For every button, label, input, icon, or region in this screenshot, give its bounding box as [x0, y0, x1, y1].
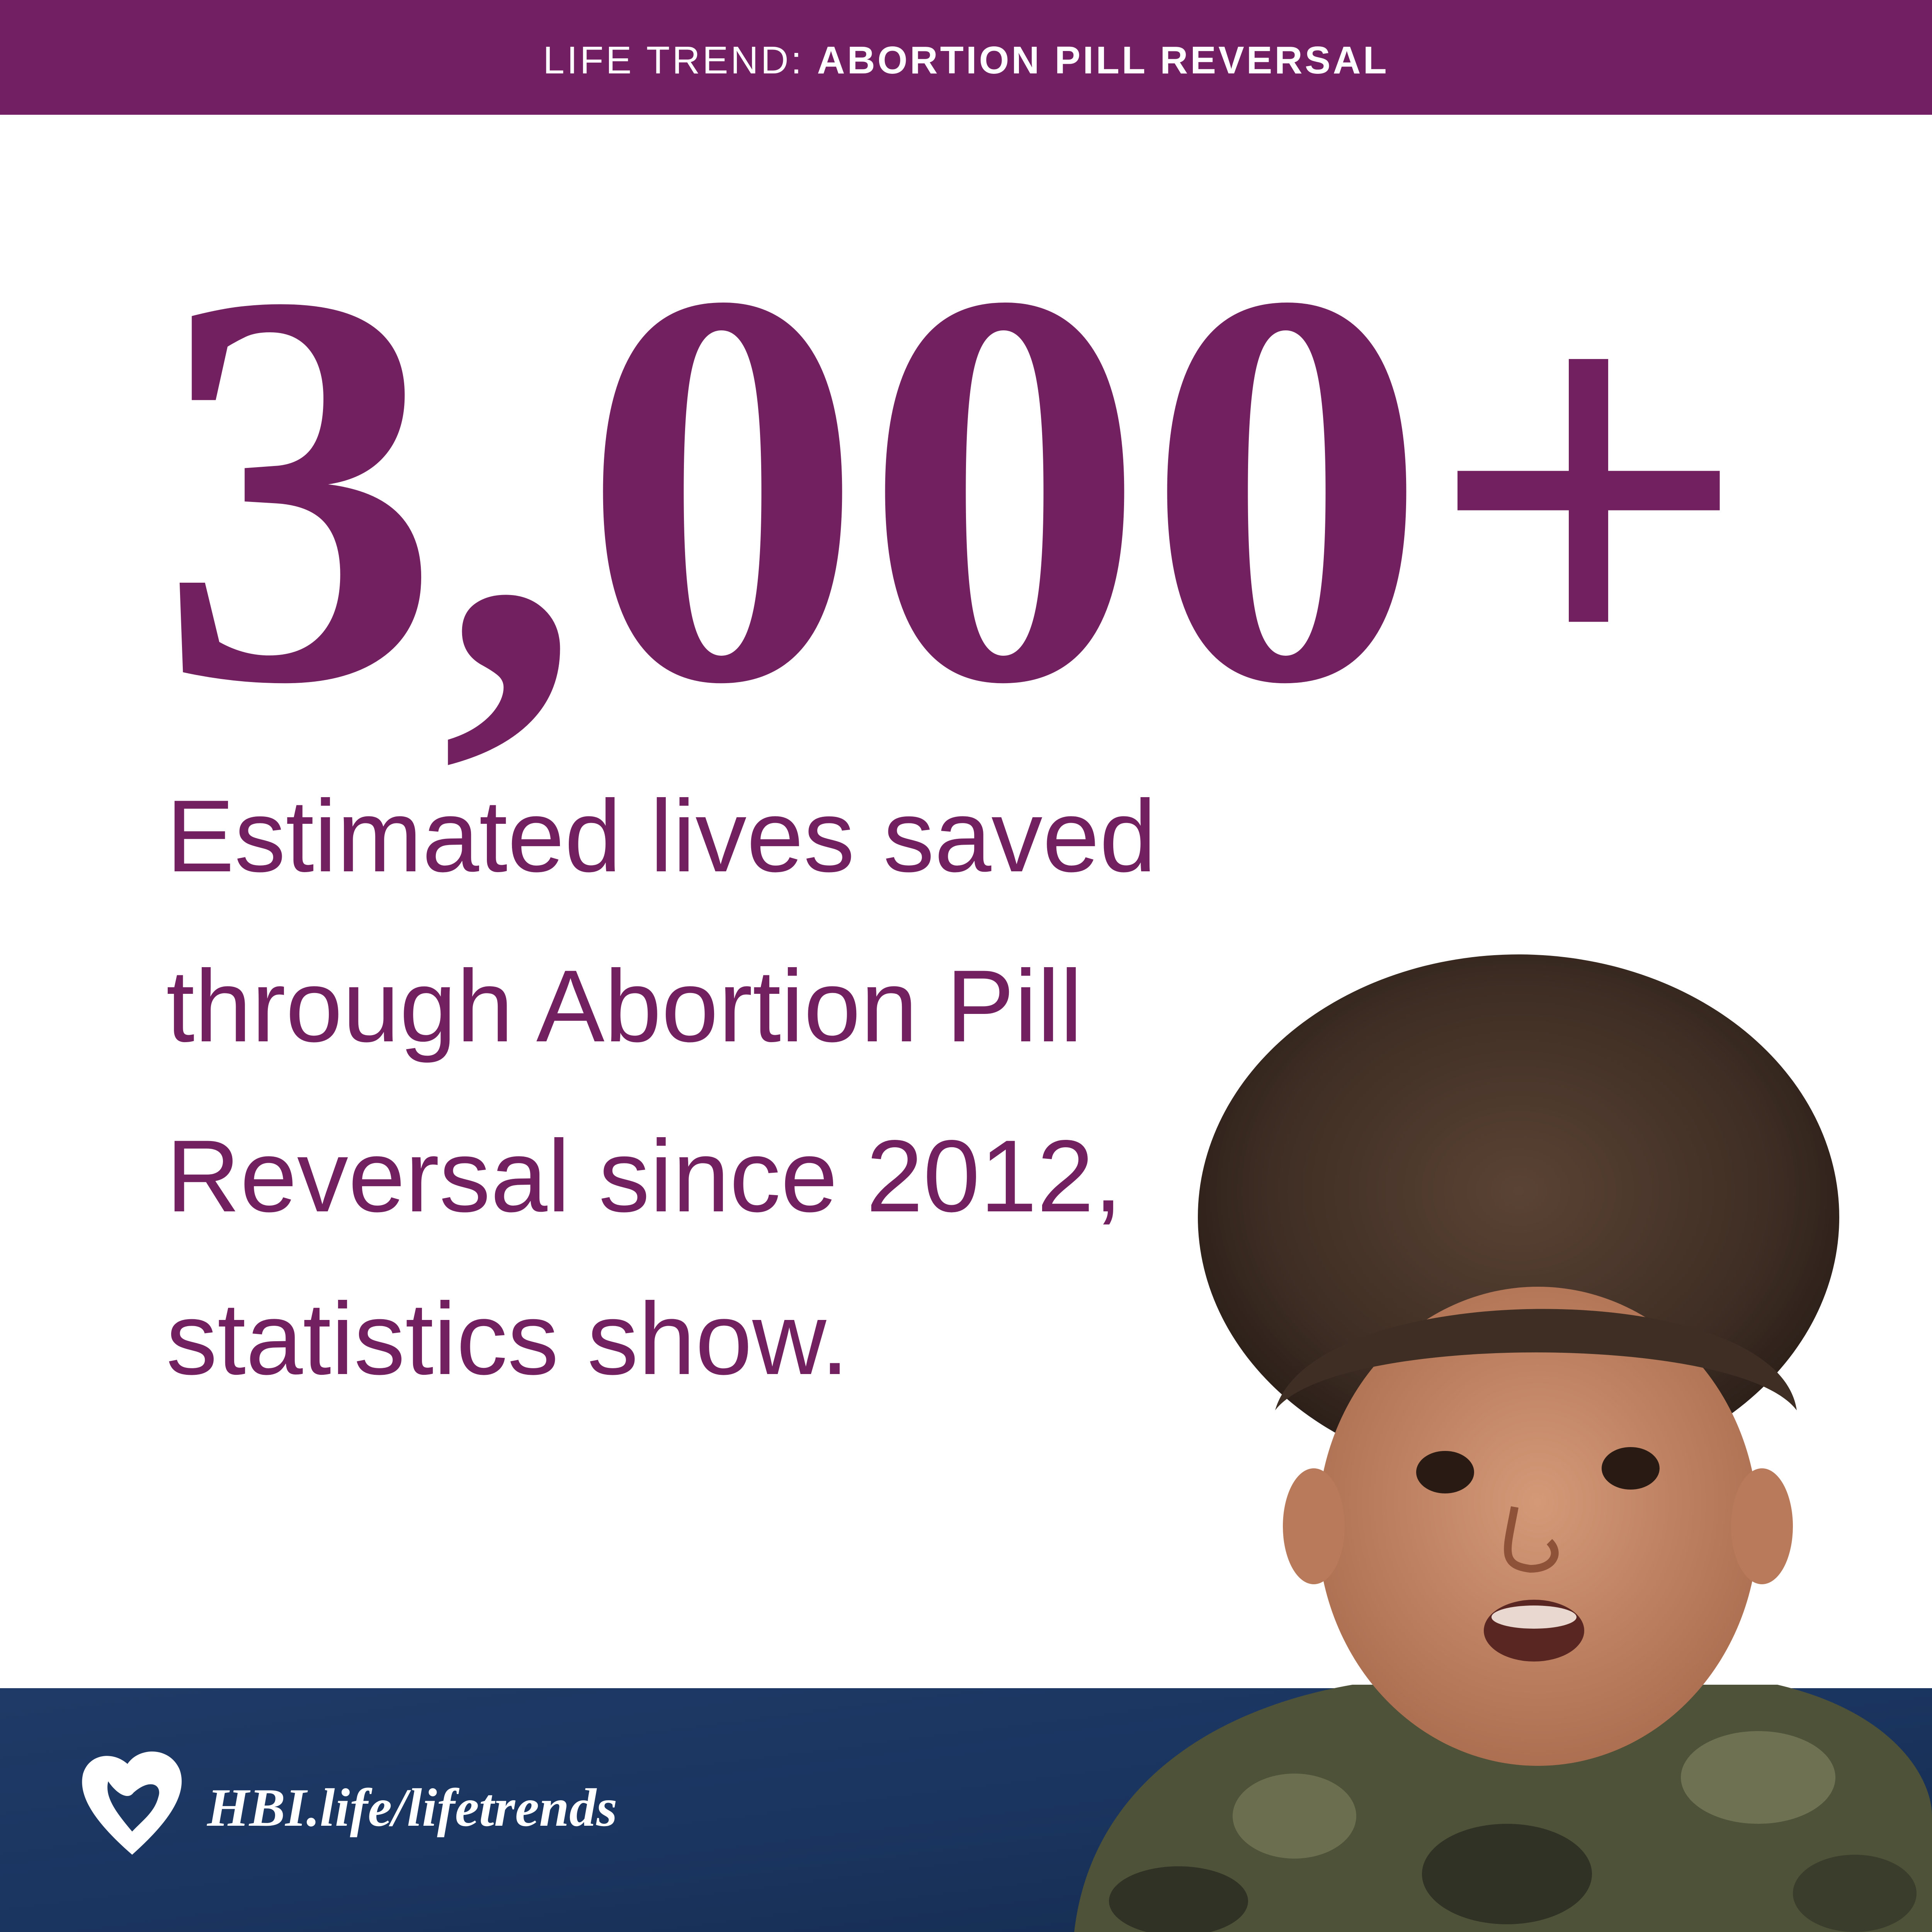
headline-stat: 3,000+ — [158, 175, 1749, 800]
description: Estimated lives saved through Abortion P… — [166, 779, 1156, 1396]
footer-url: HBI.life/lifetrends — [206, 1778, 617, 1838]
child-photo — [1074, 954, 1932, 1932]
header-bar — [0, 0, 1932, 115]
description-line: Estimated lives saved — [166, 779, 1156, 893]
description-line: Reversal since 2012, — [166, 1119, 1122, 1233]
header-title: ABORTION PILL REVERSAL — [817, 39, 1389, 82]
description-line: statistics show. — [166, 1282, 849, 1396]
heart-logo — [82, 1751, 182, 1855]
description-line: through Abortion Pill — [166, 949, 1083, 1064]
header-label: LIFE TREND: — [543, 39, 804, 82]
header-text: LIFE TREND: ABORTION PILL REVERSAL — [543, 39, 1389, 82]
